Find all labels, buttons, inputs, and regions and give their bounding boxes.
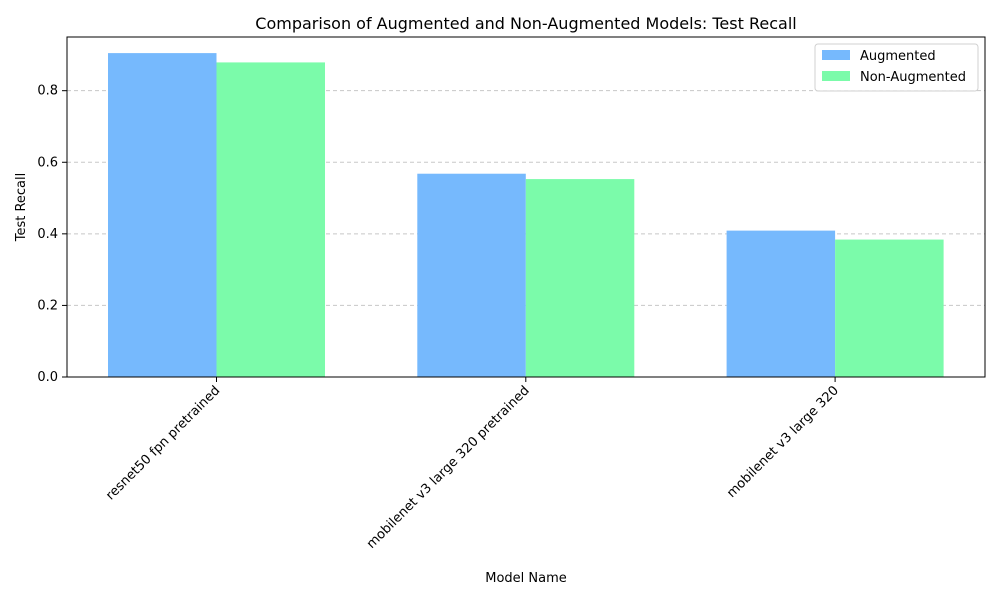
bar-non-augmented [525,179,635,377]
bar-augmented [108,53,217,378]
bar-non-augmented [835,239,944,377]
legend-swatch [822,71,850,81]
bar-augmented [726,230,836,377]
legend-box [814,43,979,92]
chart-title: Comparison of Augmented and Non-Augmente… [255,14,796,33]
y-tick-label: 0.4 [37,227,58,242]
legend: Augmented Non-Augmented [814,43,979,92]
bar-augmented [417,173,526,377]
y-tick-label: 0.6 [37,155,58,170]
legend-label: Non-Augmented [860,70,966,85]
y-tick-label: 0.2 [37,298,58,313]
y-axis: 0.0 0.2 0.4 0.6 0.8 [37,84,67,385]
y-tick-label: 0.0 [37,370,58,385]
bar-non-augmented [216,62,325,378]
y-tick-label: 0.8 [37,84,58,99]
x-tick-label: mobilenet v3 large 320 pretrained [364,383,533,552]
legend-label: Augmented [860,49,936,64]
bars [108,53,944,378]
x-axis: resnet50 fpn pretrained mobilenet v3 larg… [103,377,842,552]
x-tick-label: mobilenet v3 large 320 [724,383,842,501]
x-axis-label: Model Name [485,571,567,586]
y-axis-label: Test Recall [14,173,29,243]
x-tick-label: resnet50 fpn pretrained [103,383,223,503]
legend-swatch [822,50,850,60]
